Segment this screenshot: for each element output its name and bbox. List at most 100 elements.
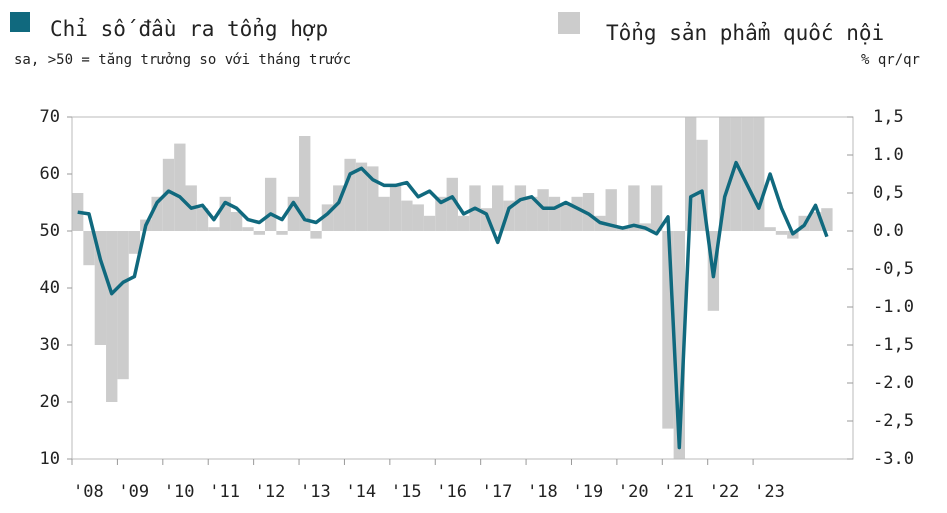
bar — [401, 200, 413, 231]
bar — [480, 208, 493, 231]
bar — [741, 117, 754, 231]
bar — [605, 189, 617, 231]
y-tick-label: 60 — [40, 164, 60, 184]
y-tick-label: 40 — [40, 278, 60, 298]
bar — [423, 215, 436, 231]
y2-tick-label: 1,5 — [873, 107, 904, 127]
bar — [662, 231, 674, 429]
y-axis-label: sa, >50 = tăng trưởng so với tháng trước — [14, 52, 351, 68]
bar — [514, 185, 527, 231]
y2-tick-label: -2,5 — [873, 411, 914, 431]
x-tick-label: '22 — [709, 482, 740, 502]
bar — [162, 158, 175, 231]
bar — [696, 139, 708, 231]
bar — [242, 227, 254, 231]
lines — [77, 160, 829, 450]
line — [77, 160, 829, 450]
x-tick-label: '20 — [618, 482, 649, 502]
bar — [389, 185, 402, 231]
bar — [378, 196, 390, 231]
y2-axis-label: % qr/qr — [861, 52, 920, 68]
bar — [299, 136, 311, 231]
x-tick-label: '16 — [436, 482, 467, 502]
y-tick-label: 10 — [40, 449, 60, 469]
bar — [526, 196, 538, 231]
bar — [106, 231, 118, 402]
y-tick-label: 70 — [40, 107, 60, 127]
x-tick-label: '19 — [572, 482, 603, 502]
y-tick-label: 50 — [40, 221, 60, 241]
x-tick-label: '13 — [300, 482, 331, 502]
bar — [809, 212, 822, 231]
x-tick-label: '17 — [482, 482, 513, 502]
bar — [117, 231, 129, 380]
bar — [230, 212, 243, 231]
y2-tick-label: -2.0 — [873, 373, 914, 393]
bar — [673, 231, 685, 459]
bar — [560, 204, 572, 231]
y2-tick-label: -0,5 — [873, 259, 914, 279]
x-tick-label: '21 — [663, 482, 694, 502]
bar — [151, 196, 163, 231]
legend-swatch-line — [10, 12, 30, 32]
bar — [684, 117, 697, 231]
legend-label: Chỉ số đầu ra tổng hợp — [50, 17, 328, 41]
bar — [264, 177, 277, 231]
bar — [492, 185, 504, 231]
bar — [196, 208, 209, 231]
bar — [174, 143, 186, 231]
x-tick-label: '18 — [527, 482, 558, 502]
y2-tick-label: 0,5 — [873, 183, 904, 203]
x-tick-label: '09 — [118, 482, 149, 502]
bar — [367, 166, 379, 231]
bar — [503, 200, 515, 231]
bar — [650, 185, 663, 231]
bar — [753, 117, 765, 231]
bar — [548, 196, 561, 231]
bar — [457, 215, 470, 231]
y-tick-label: 20 — [40, 392, 60, 412]
bars — [72, 117, 833, 459]
y2-tick-label: 0.0 — [873, 221, 904, 241]
x-tick-label: '12 — [255, 482, 286, 502]
bar — [83, 231, 95, 266]
bar — [764, 227, 776, 231]
bar — [730, 117, 742, 231]
y-tick-label: 30 — [40, 335, 60, 355]
y2-tick-label: -3.0 — [873, 449, 914, 469]
bar — [321, 204, 334, 231]
y2-tick-label: 1.0 — [873, 145, 904, 165]
bar — [253, 231, 265, 235]
legend-swatch-bar — [558, 12, 580, 34]
x-tick-label: '15 — [391, 482, 422, 502]
x-tick-label: '23 — [754, 482, 785, 502]
bar — [775, 231, 788, 235]
bar — [128, 231, 141, 254]
x-tick-label: '10 — [164, 482, 195, 502]
bar — [412, 204, 424, 231]
bar — [435, 196, 447, 231]
bar — [310, 231, 322, 239]
bar — [276, 231, 288, 235]
bar — [72, 193, 84, 231]
bar — [94, 231, 107, 345]
x-tick-label: '08 — [73, 482, 104, 502]
bar — [355, 162, 368, 231]
bar — [821, 208, 833, 231]
bar — [333, 185, 345, 231]
bar — [446, 177, 458, 231]
bar — [628, 185, 640, 231]
bar — [344, 158, 356, 231]
bar — [219, 196, 231, 231]
bar — [287, 196, 300, 231]
legend-label: Tổng sản phẩm quốc nội — [606, 21, 884, 45]
bar — [571, 196, 583, 231]
x-tick-label: '11 — [209, 482, 240, 502]
bar — [208, 227, 220, 231]
y2-tick-label: -1.0 — [873, 297, 914, 317]
bar — [537, 189, 549, 231]
x-tick-label: '14 — [345, 482, 376, 502]
y2-tick-label: -1,5 — [873, 335, 914, 355]
